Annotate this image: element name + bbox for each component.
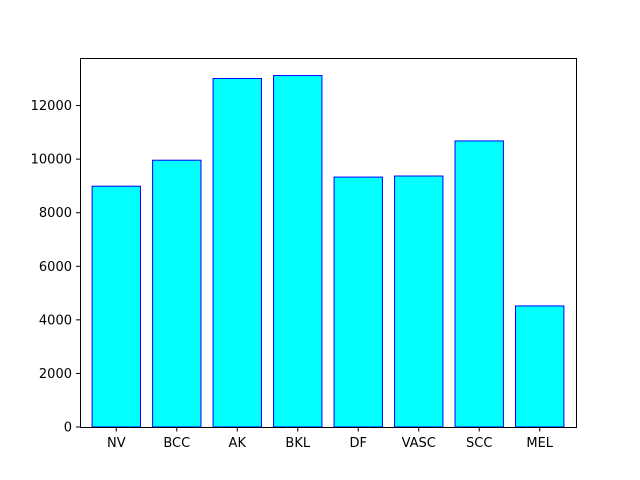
x-axis: NV BCC AK BKL DF VASC SCC MEL [107, 427, 554, 451]
bar-scc [454, 140, 504, 428]
y-tick-label: 4000 [39, 313, 72, 328]
x-tick-label: AK [229, 436, 247, 451]
bar-df [333, 176, 383, 428]
bar-ak [212, 78, 262, 428]
y-tick-label: 12000 [31, 99, 72, 114]
x-tick-label: BKL [285, 436, 310, 451]
bars-group [91, 75, 565, 428]
x-tick-label: SCC [466, 436, 492, 451]
x-tick-label: NV [107, 436, 126, 451]
y-tick-label: 10000 [31, 153, 72, 168]
plot-frame [80, 58, 577, 428]
x-tick-label: DF [349, 436, 367, 451]
bar-nv [91, 185, 141, 428]
bar-bcc [152, 159, 202, 428]
y-tick-label: 6000 [39, 260, 72, 275]
x-tick-label: MEL [526, 436, 553, 451]
bar-bkl [273, 75, 323, 428]
bar-mel [515, 305, 565, 428]
y-axis: 0 2000 4000 6000 8000 10000 12000 [31, 99, 80, 436]
bar-vasc [394, 175, 444, 428]
y-tick-label: 0 [64, 421, 72, 436]
y-tick-label: 8000 [39, 206, 72, 221]
x-tick-label: VASC [402, 436, 436, 451]
y-tick-label: 2000 [39, 367, 72, 382]
x-tick-label: BCC [163, 436, 190, 451]
